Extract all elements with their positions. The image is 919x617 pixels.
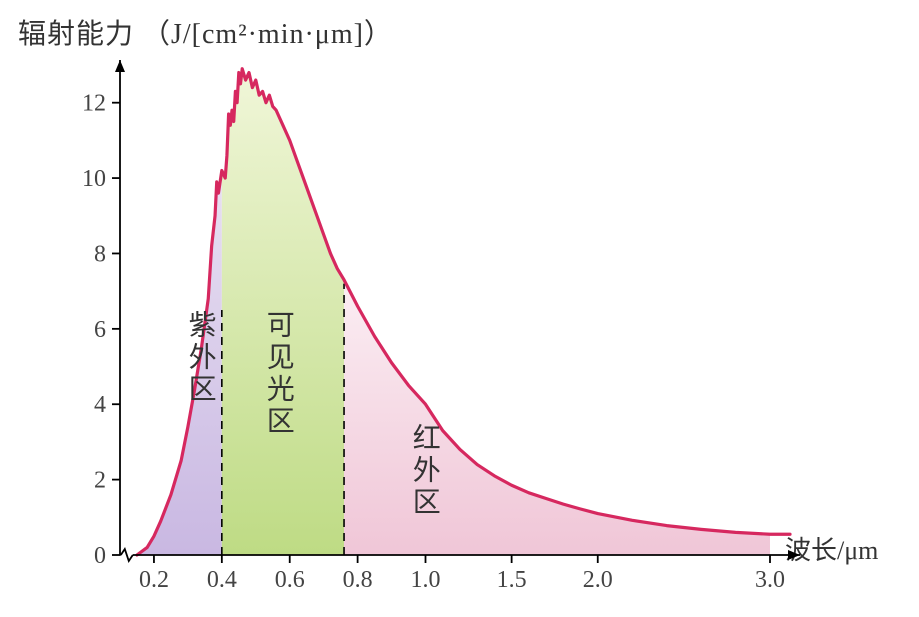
x-tick-label: 3.0 — [755, 567, 785, 593]
y-tick-label: 12 — [82, 91, 106, 117]
y-tick-label: 0 — [94, 543, 106, 569]
axis-break-icon — [121, 549, 133, 561]
spectrum-chart: 0 2 4 6 8 10 12 0.2 0.4 0.6 0.8 1.0 1.5 2.0 3.0 — [0, 0, 919, 617]
x-tick-label: 2.0 — [583, 567, 613, 593]
x-axis-arrow-icon — [788, 550, 800, 560]
y-tick-label: 2 — [94, 468, 106, 494]
y-tick-label: 8 — [94, 241, 106, 267]
y-tick-label: 6 — [94, 317, 106, 343]
x-tick-label: 0.6 — [275, 567, 305, 593]
x-tick-label: 0.8 — [343, 567, 373, 593]
y-tick-label: 10 — [82, 166, 106, 192]
x-tick-label: 1.0 — [411, 567, 441, 593]
region-label-ir: 红外区 — [404, 423, 444, 519]
x-tick-label: 1.5 — [497, 567, 527, 593]
x-tick-label: 0.2 — [139, 567, 169, 593]
x-tick-label: 0.4 — [207, 567, 237, 593]
chart-container: 辐射能力 （J/[cm²·min·μm]） 波长/μm 0246810120.2… — [0, 0, 919, 617]
y-tick-label: 4 — [94, 392, 106, 418]
y-axis-arrow-icon — [115, 60, 125, 72]
region-label-uv: 紫外区 — [180, 310, 220, 406]
region-label-visible: 可见光区 — [258, 310, 298, 438]
